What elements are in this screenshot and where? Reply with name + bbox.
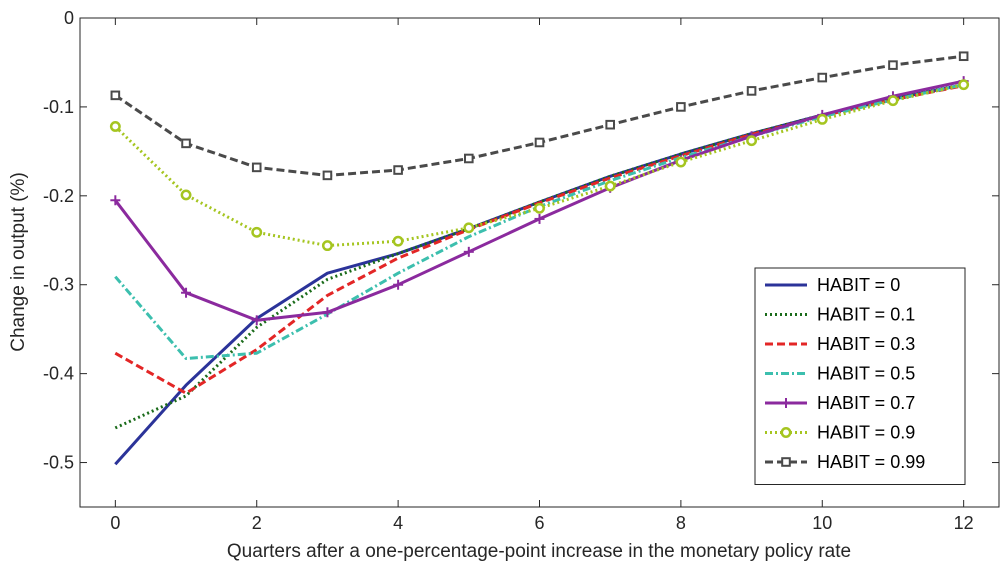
data-point-marker: [676, 102, 686, 112]
data-point-marker: [321, 240, 333, 252]
legend-marker: [780, 427, 792, 438]
data-point-marker: [534, 202, 545, 214]
series-group: [109, 51, 970, 466]
data-point-marker: [393, 165, 403, 175]
data-point-marker: [746, 86, 757, 96]
x-tick-label: 2: [252, 513, 262, 533]
legend-label: HABIT = 0.7: [817, 393, 915, 413]
series-7: [110, 51, 969, 181]
data-point-marker: [180, 189, 192, 201]
legend-item: HABIT = 0.5: [765, 364, 915, 384]
legend: HABIT = 0 HABIT = 0.1 HABIT = 0.3 HABIT = 0…: [754, 267, 966, 485]
data-point-marker: [463, 246, 474, 257]
data-point-marker: [746, 135, 758, 147]
legend-item: HABIT = 0: [765, 275, 900, 295]
data-point-marker: [463, 222, 475, 234]
data-point-marker: [251, 315, 262, 326]
y-tick-label: 0: [64, 8, 74, 28]
legend-label: HABIT = 0.5: [817, 364, 915, 384]
x-tick-label: 6: [534, 513, 544, 533]
data-point-marker: [109, 121, 121, 132]
data-point-marker: [181, 138, 191, 149]
series-2: [114, 83, 964, 430]
x-tick-label: 10: [812, 513, 832, 533]
y-axis-title: Change in output (%): [8, 172, 29, 352]
data-point-marker: [322, 170, 333, 181]
legend-marker: [781, 457, 791, 467]
data-point-marker: [675, 156, 687, 168]
legend-item: HABIT = 0.3: [765, 334, 915, 354]
legend-item: HABIT = 0.7: [765, 393, 915, 413]
legend-item: HABIT = 0.1: [765, 305, 915, 325]
data-point-marker: [251, 162, 262, 173]
data-point-marker: [888, 60, 898, 70]
data-point-marker: [322, 307, 333, 318]
data-point-marker: [958, 51, 969, 62]
data-point-marker: [534, 213, 545, 224]
legend-label: HABIT = 0.9: [817, 423, 915, 443]
data-point-marker: [110, 195, 121, 206]
x-tick-label: 12: [954, 513, 974, 533]
y-tick-label: -0.2: [43, 186, 74, 206]
data-point-marker: [887, 95, 899, 107]
y-tick-label: -0.4: [43, 364, 74, 384]
data-point-marker: [817, 72, 828, 83]
data-point-marker: [110, 90, 121, 101]
y-tick-label: -0.1: [43, 97, 74, 117]
legend-marker: [781, 398, 791, 408]
data-point-marker: [251, 226, 263, 238]
data-point-marker: [464, 153, 474, 164]
y-tick-label: -0.3: [43, 275, 74, 295]
x-axis-title: Quarters after a one-percentage-point in…: [227, 541, 851, 562]
series-6: [109, 79, 970, 252]
data-point-marker: [392, 235, 404, 247]
legend-label: HABIT = 0.1: [817, 305, 915, 325]
legend-box: [754, 267, 966, 485]
data-point-marker: [605, 119, 615, 130]
legend-item: HABIT = 0.99: [765, 452, 925, 472]
legend-item: HABIT = 0.9: [765, 423, 915, 443]
legend-label: HABIT = 0: [817, 275, 900, 295]
x-tick-label: 8: [676, 513, 686, 533]
series-line: [114, 83, 964, 430]
legend-label: HABIT = 0.99: [817, 452, 925, 472]
legend-label: HABIT = 0.3: [817, 334, 915, 354]
data-point-marker: [393, 279, 404, 290]
axes: 0 2 4 6 8 10 12 0 -0.1 -0.2 -0.3 -0.4 -0.5: [43, 8, 1000, 533]
x-tick-label: 0: [110, 513, 120, 533]
y-tick-label: -0.5: [43, 453, 74, 473]
x-tick-label: 4: [393, 513, 403, 533]
data-point-marker: [816, 113, 828, 125]
data-point-marker: [181, 287, 192, 298]
data-point-marker: [958, 79, 970, 91]
data-point-marker: [534, 137, 545, 148]
data-point-marker: [604, 180, 616, 192]
